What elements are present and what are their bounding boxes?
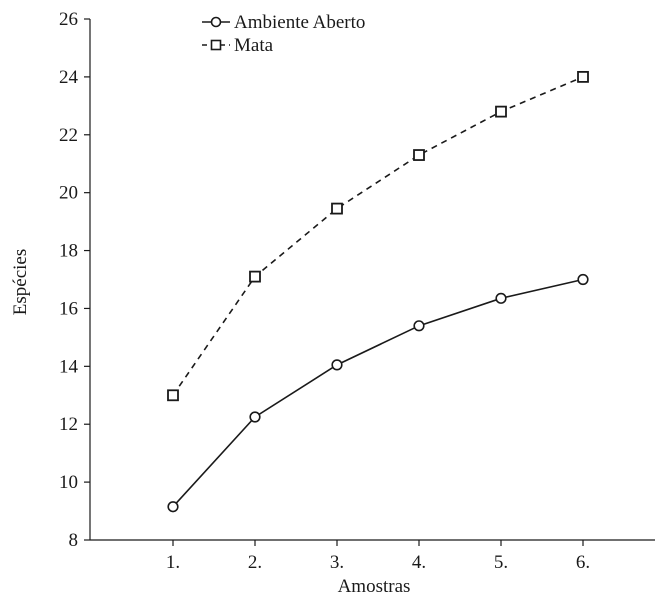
x-axis-label: Amostras [338,576,411,597]
y-tick-label: 20 [59,183,78,204]
y-tick-label: 22 [59,125,78,146]
x-tick-label: 1. [166,552,180,573]
data-point-square [331,202,343,215]
y-tick-label: 16 [59,298,78,319]
legend-label: Ambiente Aberto [234,12,365,33]
series-ambiente-aberto [167,273,589,513]
data-point-circle [577,273,589,286]
legend-item-mata: Mata [202,35,274,56]
data-point-circle [249,411,261,423]
x-tick-label: 6. [576,552,590,573]
x-tick-label: 2. [248,552,262,573]
y-axis-label: Espécies [10,249,31,315]
data-point-circle [413,320,425,332]
data-point-circle [495,292,507,304]
y-tick-label: 12 [59,414,78,435]
series-line [172,278,584,508]
series-mata [167,70,589,402]
data-point-square [495,105,507,118]
y-tick-label: 8 [69,530,79,551]
series-line [172,76,584,396]
y-tick-label: 10 [59,472,78,493]
chart-axes [89,19,655,541]
x-tick-label: 3. [330,552,344,573]
data-point-square [167,389,179,402]
y-tick-label: 18 [59,241,78,262]
data-point-square [249,270,261,283]
data-point-circle [331,359,343,371]
y-tick-label: 26 [59,9,78,30]
data-point-circle [167,501,179,513]
chart-series [167,70,589,513]
y-axis-ticks: 8 10 12 14 16 18 20 22 24 26 [59,9,90,551]
legend-item-ambiente-aberto: Ambiente Aberto [202,12,365,33]
data-point-square [413,149,425,161]
x-tick-label: 4. [412,552,426,573]
x-axis-ticks: 1. 2. 3. 4. 5. 6. [166,540,590,573]
data-point-square [577,70,589,83]
y-tick-label: 24 [59,67,79,88]
x-tick-label: 5. [494,552,508,573]
legend-square-marker [210,39,222,51]
chart-legend: Ambiente Aberto Mata [202,12,365,56]
legend-circle-marker [210,16,222,28]
y-tick-label: 14 [59,356,79,377]
legend-label: Mata [234,35,274,56]
